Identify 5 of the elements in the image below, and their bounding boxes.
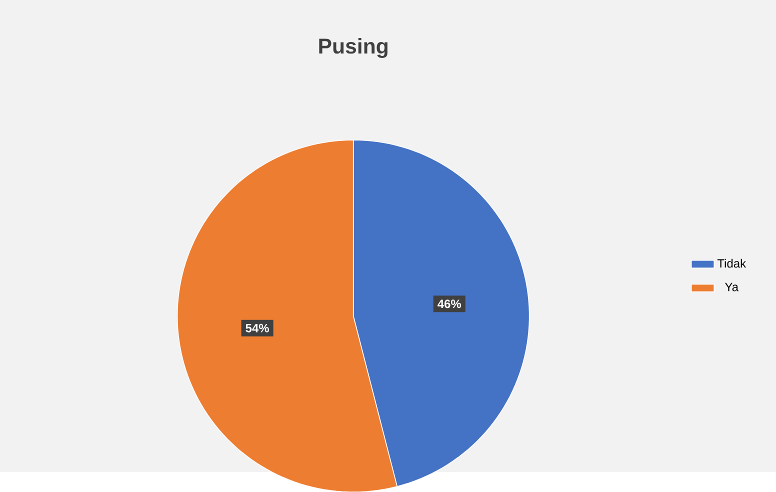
legend-label: Tidak [717, 258, 746, 268]
legend-label: Ya [724, 282, 739, 292]
chart-title: Pusing [319, 38, 388, 58]
data-label: 54% [246, 324, 269, 332]
data-label: 46% [438, 299, 462, 308]
